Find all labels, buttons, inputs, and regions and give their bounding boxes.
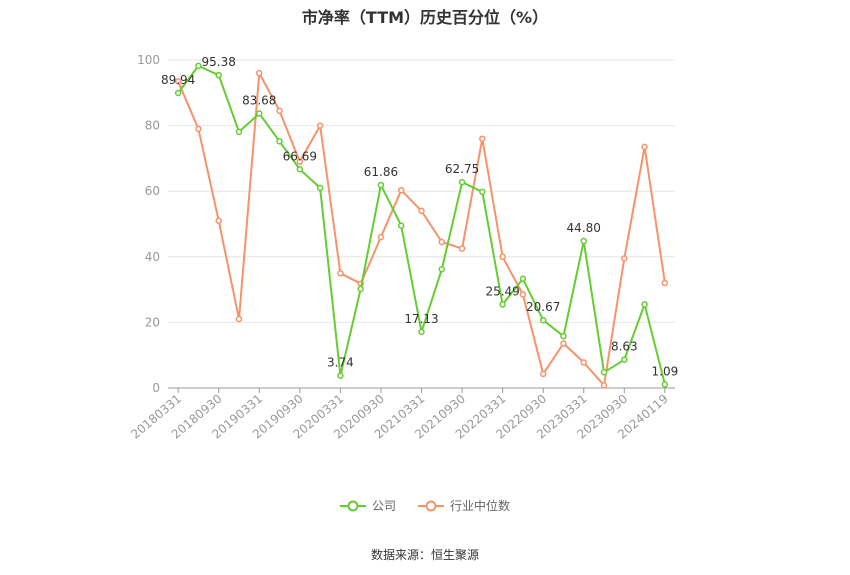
legend-label-company: 公司 xyxy=(371,499,396,513)
y-tick-label-40: 40 xyxy=(145,250,160,264)
point-industry-median-20210930 xyxy=(458,245,466,252)
series-layer xyxy=(174,62,669,389)
point-company-20191231 xyxy=(316,184,324,192)
point-industry-median-20230930 xyxy=(621,255,628,262)
data-label-company-20180331: 89.94 xyxy=(161,73,195,87)
point-industry-median-20220331 xyxy=(499,253,506,261)
data-label-company-20240119: 1.09 xyxy=(652,364,679,378)
point-company-20211231 xyxy=(479,188,486,196)
point-industry-median-20210331 xyxy=(418,207,425,215)
x-axis: 2018033120180930201903312019093020200331… xyxy=(128,387,675,442)
point-company-20180930 xyxy=(215,71,222,79)
point-industry-median-20190930 xyxy=(296,158,304,165)
point-industry-median-20190331 xyxy=(256,69,263,77)
legend-swatch-company xyxy=(339,500,366,511)
point-industry-median-20210630 xyxy=(438,238,446,246)
data-label-company-20190331: 83.68 xyxy=(242,94,276,108)
point-company-20180630 xyxy=(195,62,202,70)
data-label-company-20230930: 8.63 xyxy=(611,340,638,354)
point-company-20190930 xyxy=(296,166,304,173)
data-label-company-20230331: 44.80 xyxy=(567,221,601,235)
line-chart: 0 20 40 60 80 100 201803312018093020190331201… xyxy=(128,53,678,442)
point-industry-median-20180331 xyxy=(174,78,182,85)
point-company-20220630 xyxy=(519,275,527,283)
legend-item-industry-median[interactable]: 行业中位数 xyxy=(418,497,510,514)
point-company-20201231 xyxy=(397,222,405,229)
point-industry-median-20181231 xyxy=(235,315,243,323)
point-company-20200331 xyxy=(337,372,344,379)
point-company-20221231 xyxy=(560,332,567,340)
legend-swatch-industry-median xyxy=(418,500,444,511)
point-industry-median-20190630 xyxy=(276,107,283,115)
point-company-20180331 xyxy=(174,89,182,97)
point-company-20210630 xyxy=(438,266,446,273)
y-tick-label-80: 80 xyxy=(145,119,160,133)
point-company-20200930 xyxy=(377,181,385,189)
y-axis: 0 20 40 60 80 100 xyxy=(137,53,160,395)
point-company-20200630 xyxy=(357,285,364,293)
point-industry-median-20201231 xyxy=(397,186,405,194)
data-label-company-20200930: 61.86 xyxy=(364,165,398,179)
point-industry-median-20200331 xyxy=(337,269,344,277)
point-industry-median-20220630 xyxy=(519,291,527,298)
point-company-20231231 xyxy=(641,301,648,308)
point-industry-median-20221231 xyxy=(560,340,567,347)
data-label-company-20210331: 17.13 xyxy=(404,312,438,326)
point-company-20210331 xyxy=(418,328,425,336)
y-tick-label-0: 0 xyxy=(152,381,160,395)
data-label-company-20210930: 62.75 xyxy=(445,162,479,176)
data-label-company-20190930: 66.69 xyxy=(283,149,317,163)
data-label-company-20220331: 25.49 xyxy=(485,284,519,298)
point-industry-median-20230331 xyxy=(580,359,587,366)
point-industry-median-20180630 xyxy=(195,125,202,133)
chart-title: 市净率（TTM）历史百分位（%） xyxy=(301,8,549,27)
point-company-20220930 xyxy=(539,316,547,324)
data-label-company-20180930: 95.38 xyxy=(202,55,236,69)
legend-label-industry-median: 行业中位数 xyxy=(450,499,511,513)
point-company-20210930 xyxy=(458,178,466,186)
point-industry-median-20220930 xyxy=(539,370,547,378)
data-source: 数据来源：恒生聚源 xyxy=(370,548,479,562)
legend-item-company[interactable]: 公司 xyxy=(339,497,396,514)
point-company-20181231 xyxy=(235,128,243,136)
y-tick-label-100: 100 xyxy=(137,53,160,67)
point-company-20230331 xyxy=(580,237,587,245)
point-company-20220331 xyxy=(499,301,506,308)
data-label-company-20220930: 20.67 xyxy=(526,300,560,314)
point-industry-median-20200930 xyxy=(377,233,385,241)
y-tick-label-20: 20 xyxy=(145,315,160,329)
point-industry-median-20180930 xyxy=(215,217,222,224)
point-company-20190331 xyxy=(256,110,263,117)
point-company-20230930 xyxy=(621,356,628,363)
point-industry-median-20231231 xyxy=(641,143,648,151)
y-tick-label-60: 60 xyxy=(145,184,160,198)
grid-lines xyxy=(168,59,675,323)
point-industry-median-20211231 xyxy=(479,135,486,142)
legend: 公司 行业中位数 xyxy=(0,497,850,514)
point-company-20190630 xyxy=(276,138,283,145)
point-industry-median-20240119 xyxy=(661,279,669,287)
point-company-20240119 xyxy=(661,381,669,388)
point-industry-median-20230630 xyxy=(600,382,608,389)
point-industry-median-20191231 xyxy=(316,122,324,129)
data-labels-layer: 89.94 95.38 83.68 66.69 3.74 61.86 17.13 62.75 2… xyxy=(161,55,678,378)
data-label-company-20200331: 3.74 xyxy=(327,356,354,370)
point-company-20230630 xyxy=(600,369,608,376)
